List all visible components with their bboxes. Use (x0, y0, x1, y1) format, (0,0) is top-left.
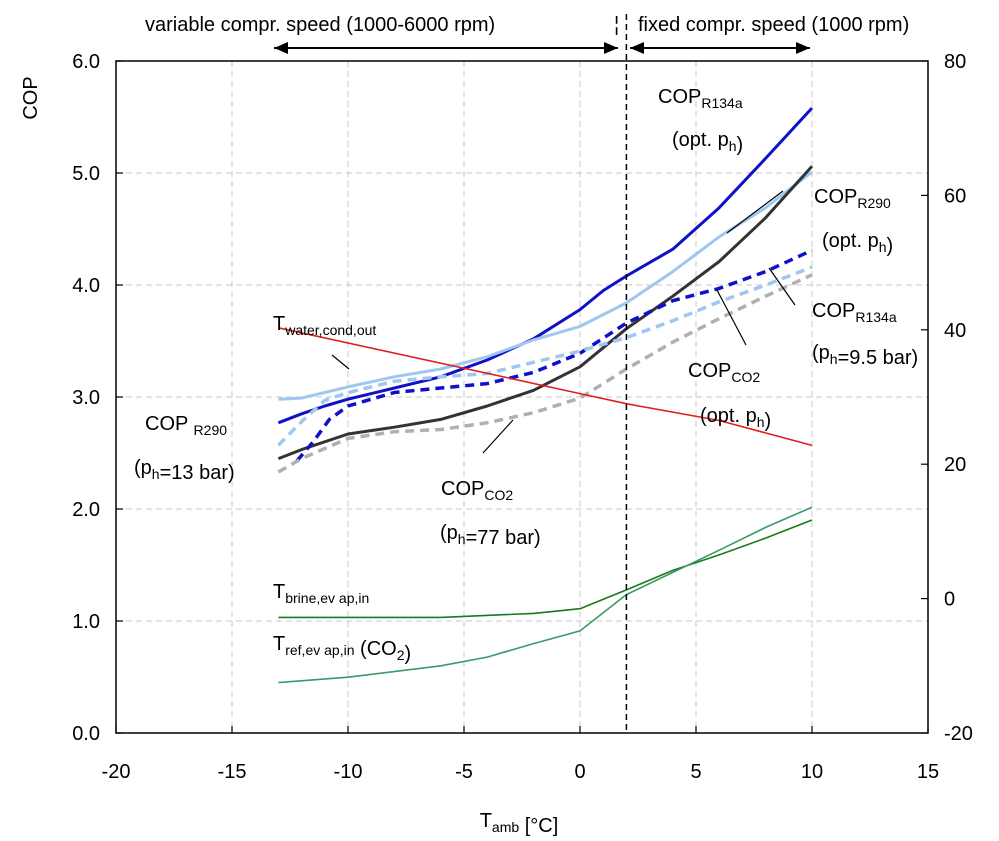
x-tick-label: -5 (455, 761, 473, 783)
ann-t-brine-label: Tbrine,ev ap,in (273, 581, 369, 606)
series-co2-fixed (277, 273, 813, 474)
x-tick-label: -10 (334, 761, 363, 783)
series-co2-opt (277, 165, 814, 460)
ann-t-ref-label: Tref,ev ap,in (CO2) (273, 633, 411, 665)
series-r290-opt (278, 170, 813, 401)
region-separator: ¦ (614, 14, 619, 36)
axis-ticks: -20 -15 -10 -5 0 5 10 15 0.0 1.0 2.0 3.0 4.0 5.0 6.0 -2… (20, 51, 973, 837)
y2-tick-label: 40 (944, 320, 966, 342)
ann-t-water-label: Twater,cond,out (273, 313, 376, 338)
region-header: variable compr. speed (1000-6000 rpm) fix… (145, 14, 909, 54)
leader-line (331, 354, 350, 370)
leader-line (482, 419, 514, 454)
series-t-ref (278, 506, 813, 684)
ann-cop-co2-fixed-label: COPCO2 (441, 478, 513, 503)
x-tick-label: -15 (218, 761, 247, 783)
leader-line (726, 190, 784, 234)
y2-tick-label: 80 (944, 51, 966, 73)
arrowhead (796, 42, 810, 54)
series-t-water (278, 327, 813, 447)
y2-tick-label: -20 (944, 723, 973, 745)
ann-cop-r134a-fixed-label: COPR134a (812, 300, 897, 325)
region-label-fixed: fixed compr. speed (1000 rpm) (638, 14, 909, 36)
ann-cop-r290-opt-condition: (opt. ph) (822, 230, 893, 257)
series-lines (277, 106, 814, 684)
x-tick-label: 5 (690, 761, 701, 783)
x-tick-label: 0 (574, 761, 585, 783)
y-tick-label: 3.0 (72, 387, 100, 409)
y-tick-label: 4.0 (72, 275, 100, 297)
ann-cop-r134a-opt-label: COPR134a (658, 86, 743, 111)
region-label-variable: variable compr. speed (1000-6000 rpm) (145, 14, 495, 36)
x-tick-label: -20 (102, 761, 131, 783)
y-tick-label: 1.0 (72, 611, 100, 633)
ann-cop-r134a-opt-condition: (opt. ph) (672, 129, 743, 156)
x-axis-title: Tamb [°C] (480, 810, 559, 837)
y-tick-label: 6.0 (72, 51, 100, 73)
y-tick-label: 5.0 (72, 163, 100, 185)
annotation-labels: COPR134a (opt. ph) COPR290 (opt. ph) COPR134… (134, 86, 918, 665)
arrowhead (604, 42, 618, 54)
grid (116, 61, 928, 733)
ann-cop-r134a-fixed-condition: (ph=9.5 bar) (812, 342, 918, 369)
y2-tick-label: 60 (944, 185, 966, 207)
annotation-leaders (331, 14, 796, 733)
ann-cop-r290-fixed-condition: (ph=13 bar) (134, 457, 235, 484)
y2-tick-label: 0 (944, 589, 955, 611)
ann-cop-co2-opt-label: COPCO2 (688, 360, 760, 385)
arrowhead (274, 42, 288, 54)
x-tick-label: 15 (917, 761, 939, 783)
leader-line (768, 267, 796, 306)
x-tick-label: 10 (801, 761, 823, 783)
y-tick-label: 0.0 (72, 723, 100, 745)
ann-cop-co2-opt-condition: (opt. ph) (700, 405, 771, 432)
leader-line (716, 289, 747, 346)
y2-tick-label: 20 (944, 454, 966, 476)
ann-cop-r290-opt-label: COPR290 (814, 186, 891, 211)
ann-cop-co2-fixed-condition: (ph=77 bar) (440, 522, 541, 549)
arrowhead (630, 42, 644, 54)
y-tick-label: 2.0 (72, 499, 100, 521)
y-axis-title: COP (20, 76, 42, 119)
ann-cop-r290-fixed-label: COP R290 (145, 413, 227, 438)
series-r290-fixed (277, 265, 813, 447)
